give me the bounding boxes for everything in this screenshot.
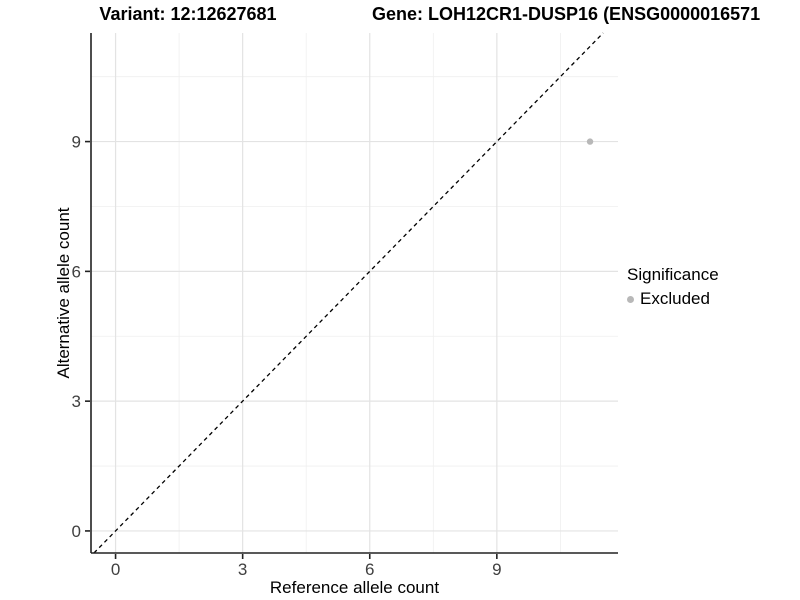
legend-title: Significance xyxy=(627,265,719,284)
data-point xyxy=(586,138,594,145)
identity-reference-line xyxy=(93,32,604,554)
y-tick-label: 9 xyxy=(72,133,81,152)
x-axis-label: Reference allele count xyxy=(269,578,440,597)
x-tick-label: 9 xyxy=(492,560,501,579)
y-axis-label: Alternative allele count xyxy=(54,207,73,379)
y-tick-label: 3 xyxy=(72,392,81,411)
y-tick-label: 0 xyxy=(72,522,81,541)
x-tick-label: 3 xyxy=(238,560,247,579)
y-tick-label: 6 xyxy=(72,262,81,281)
legend-point-icon xyxy=(627,295,634,303)
gene-title: Gene: LOH12CR1-DUSP16 (ENSG0000016571 xyxy=(372,4,761,24)
legend: Significance Excluded xyxy=(627,265,719,309)
x-tick-label: 6 xyxy=(365,560,374,579)
variant-title: Variant: 12:12627681 xyxy=(99,4,277,24)
x-tick-label: 0 xyxy=(111,560,120,579)
legend-item-label: Excluded xyxy=(640,289,710,308)
legend-item-excluded: Excluded xyxy=(627,289,719,309)
